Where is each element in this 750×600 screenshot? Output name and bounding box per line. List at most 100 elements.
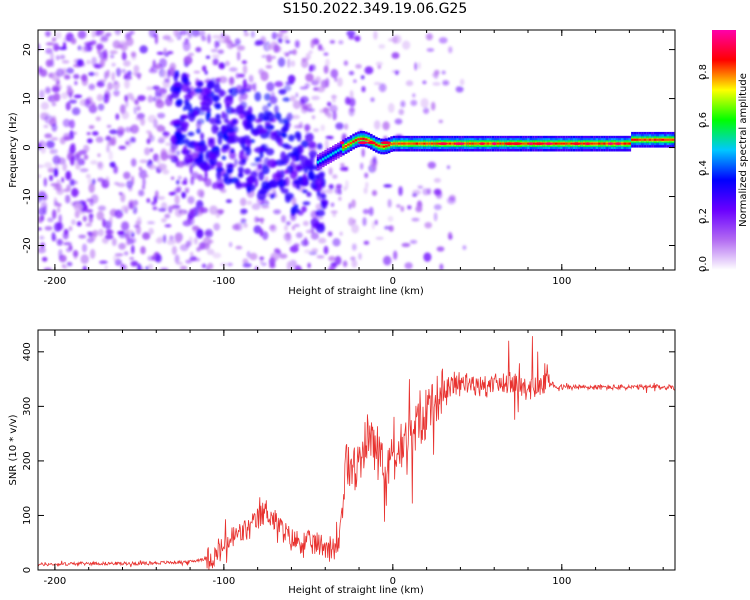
heatmap-cell: [211, 182, 219, 190]
heatmap-cell: [332, 238, 341, 247]
heatmap-cell: [123, 60, 131, 67]
heatmap-cell: [133, 65, 140, 73]
heatmap-cell: [415, 205, 423, 213]
heatmap-cell: [236, 45, 246, 51]
heatmap-cell: [40, 112, 50, 116]
heatmap-cell: [271, 32, 278, 40]
heatmap-cell: [651, 138, 654, 141]
heatmap-cell: [228, 67, 238, 72]
heatmap-cell: [39, 89, 45, 100]
heatmap-cell: [270, 252, 280, 262]
heatmap-cell: [378, 44, 386, 49]
heatmap-cell: [123, 251, 129, 256]
heatmap-cell: [342, 146, 345, 149]
heatmap-cell: [38, 190, 46, 195]
heatmap-cell: [415, 142, 419, 145]
heatmap-cell: [276, 169, 281, 180]
heatmap-cell: [226, 127, 235, 134]
heatmap-cell: [373, 81, 382, 86]
heatmap-cell: [189, 217, 195, 226]
heatmap-cell: [171, 119, 181, 125]
heatmap-cell: [383, 184, 393, 188]
heatmap-cell: [357, 141, 368, 145]
heatmap-cell: [199, 191, 205, 199]
heatmap-cell: [212, 252, 222, 259]
heatmap-cell: [350, 256, 356, 261]
heatmap-cell: [76, 221, 82, 227]
heatmap-cell: [121, 68, 126, 73]
heatmap-cell: [373, 120, 381, 130]
heatmap-cell: [159, 58, 167, 68]
heatmap-cell: [190, 176, 195, 186]
heatmap-cell: [345, 96, 351, 105]
heatmap-cell: [310, 232, 319, 240]
heatmap-cell: [130, 158, 137, 167]
heatmap-cell: [318, 237, 327, 244]
heatmap-cell: [468, 142, 472, 145]
heatmap-cell: [499, 142, 502, 145]
heatmap-cell: [411, 217, 420, 222]
heatmap-cell: [598, 142, 601, 145]
heatmap-cell: [142, 174, 149, 178]
heatmap-cell: [157, 163, 167, 171]
heatmap-cell: [201, 263, 207, 269]
heatmap-cell: [162, 234, 167, 244]
heatmap-cell: [157, 196, 166, 200]
heatmap-cell: [315, 223, 326, 234]
heatmap-cell: [351, 259, 358, 268]
heatmap-cell: [137, 263, 142, 270]
heatmap-cell: [43, 177, 47, 187]
heatmap-cell: [66, 197, 71, 202]
heatmap-cell: [306, 191, 312, 197]
heatmap-cell: [50, 51, 54, 62]
heatmap-cell: [322, 107, 330, 114]
heatmap-cell: [277, 57, 286, 68]
heatmap-cell: [65, 101, 71, 111]
heatmap-cell: [71, 190, 80, 195]
heatmap-cell: [51, 115, 57, 122]
heatmap-cell: [211, 124, 219, 134]
heatmap-cell: [40, 201, 48, 211]
heatmap-cell: [510, 142, 523, 146]
heatmap-cell: [44, 226, 53, 231]
heatmap-cell: [292, 48, 297, 56]
heatmap-cell: [115, 67, 122, 77]
heatmap-cell: [38, 174, 42, 178]
heatmap-cell: [570, 142, 573, 145]
heatmap-cell: [243, 223, 248, 228]
heatmap-cell: [238, 94, 243, 103]
heatmap-cell: [162, 35, 171, 41]
heatmap-cell: [175, 138, 186, 145]
heatmap-cell: [636, 138, 639, 141]
heatmap-cell: [293, 223, 300, 228]
heatmap-cell: [211, 54, 220, 58]
heatmap-cell: [533, 142, 545, 146]
heatmap-cell: [437, 142, 448, 146]
heatmap-cell: [486, 142, 490, 145]
heatmap-cell: [292, 146, 300, 156]
snr-ylabel: SNR (10 * v/v): [8, 414, 19, 485]
heatmap-cell: [286, 221, 291, 226]
heatmap-cell: [91, 30, 96, 38]
heatmap-cell: [96, 30, 105, 35]
heatmap-cell: [106, 144, 110, 153]
heatmap-cell: [160, 151, 168, 161]
heatmap-cell: [323, 65, 329, 74]
heatmap-cell: [324, 139, 329, 149]
heatmap-cell: [221, 125, 226, 134]
heatmap-cell: [434, 69, 440, 76]
heatmap-cell: [367, 139, 371, 142]
heatmap-cell: [255, 118, 262, 123]
heatmap-cell: [86, 59, 91, 65]
heatmap-cell: [438, 119, 443, 124]
heatmap-cell: [196, 128, 201, 134]
heatmap-cell: [53, 42, 60, 52]
heatmap-cell: [43, 267, 52, 270]
heatmap-cell: [130, 124, 139, 134]
heatmap-cell: [246, 139, 252, 149]
heatmap-cell: [666, 138, 670, 141]
heatmap-cell: [225, 199, 232, 204]
heatmap-cell: [157, 157, 161, 165]
heatmap-cell: [242, 78, 247, 89]
heatmap-cell: [130, 51, 137, 58]
